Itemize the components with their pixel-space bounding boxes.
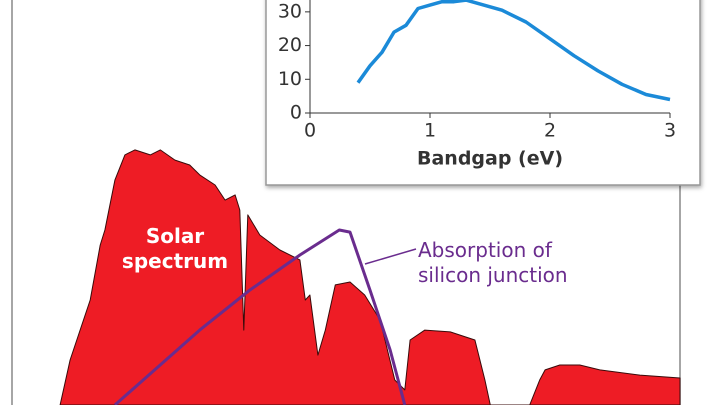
inset-chart: 0 10 20 30 0 1 2 3 Bandgap (eV) xyxy=(278,0,676,170)
x-tick-label: 3 xyxy=(664,120,676,142)
main-plot xyxy=(59,149,681,405)
line xyxy=(113,228,407,405)
line xyxy=(356,0,671,102)
x-axis-title: Bandgap (eV) xyxy=(417,148,563,170)
area xyxy=(59,149,681,405)
x-tick-label: 0 xyxy=(304,120,316,142)
y-tick-label: 20 xyxy=(278,34,302,56)
inset-frame xyxy=(265,0,701,186)
y-tick-label: 10 xyxy=(278,68,302,90)
annotation: Absorption of silicon junction xyxy=(418,238,568,287)
y-tick-label: 0 xyxy=(290,102,302,124)
x-tick-label: 2 xyxy=(544,120,556,142)
y-tick-label: 30 xyxy=(278,0,302,22)
leader-line xyxy=(364,248,417,265)
annotation: Solar spectrum xyxy=(121,224,229,273)
x-tick-label: 1 xyxy=(424,120,436,142)
